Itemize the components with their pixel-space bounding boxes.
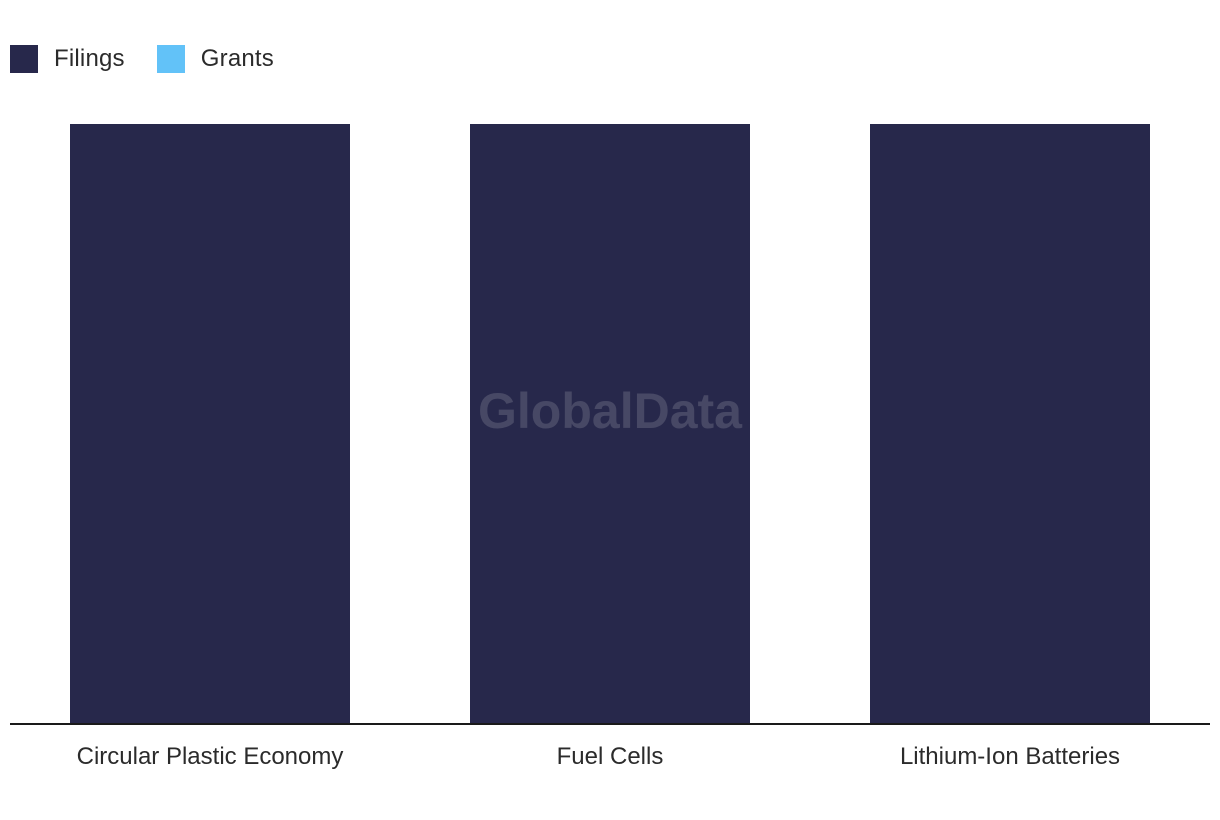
watermark-logo: GlobalData bbox=[478, 383, 743, 439]
legend: Filings Grants bbox=[10, 43, 306, 75]
x-tick-label: Circular Plastic Economy bbox=[77, 743, 344, 770]
legend-item-grants[interactable]: Grants bbox=[156, 45, 274, 73]
x-tick-label: Lithium-Ion Batteries bbox=[900, 743, 1120, 770]
legend-item-filings[interactable]: Filings bbox=[10, 45, 125, 73]
legend-swatch-filings bbox=[10, 45, 38, 73]
category-labels-group: Circular Plastic Economy Fuel Cells Lithiu… bbox=[77, 743, 1120, 770]
bar-filings-1[interactable] bbox=[470, 124, 750, 724]
x-tick-label: Fuel Cells bbox=[557, 743, 664, 770]
bar-filings-0[interactable] bbox=[70, 124, 350, 724]
legend-label-filings: Filings bbox=[54, 45, 125, 72]
legend-label-grants: Grants bbox=[200, 45, 274, 72]
legend-swatch-grants bbox=[156, 45, 185, 73]
bar-filings-2[interactable] bbox=[870, 124, 1150, 724]
bars-group bbox=[70, 124, 1150, 724]
